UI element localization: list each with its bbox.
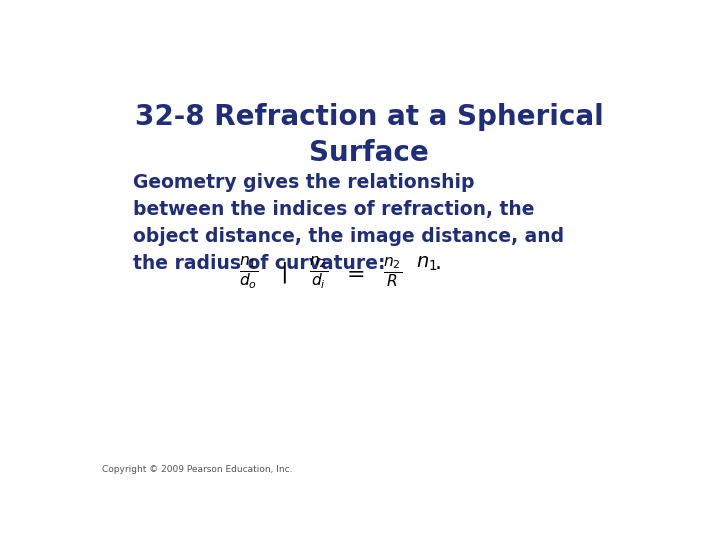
Text: $\frac{n_2}{R}$: $\frac{n_2}{R}$: [382, 255, 402, 290]
Text: $|$: $|$: [280, 260, 287, 285]
Text: Geometry gives the relationship
between the indices of refraction, the
object di: Geometry gives the relationship between …: [132, 173, 564, 273]
Text: $.$: $.$: [434, 253, 448, 274]
Text: $\frac{n_2}{d_i}$: $\frac{n_2}{d_i}$: [309, 254, 328, 291]
Text: $\frac{n_1}{d_o}$: $\frac{n_1}{d_o}$: [239, 254, 258, 291]
Text: 32-8 Refraction at a Spherical
Surface: 32-8 Refraction at a Spherical Surface: [135, 103, 603, 167]
Text: Copyright © 2009 Pearson Education, Inc.: Copyright © 2009 Pearson Education, Inc.: [102, 465, 292, 475]
Text: $=$: $=$: [342, 262, 365, 284]
Text: $n_1$: $n_1$: [416, 254, 438, 273]
